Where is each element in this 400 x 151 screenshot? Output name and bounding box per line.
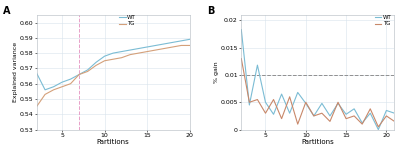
TG	[271, 99, 276, 100]
WT	[320, 103, 324, 104]
TG	[128, 54, 132, 56]
WT	[239, 29, 244, 31]
TG	[77, 74, 82, 75]
TG	[384, 115, 389, 117]
Line: WT: WT	[241, 30, 394, 130]
TG	[279, 118, 284, 120]
Legend: WT, TG: WT, TG	[374, 15, 392, 26]
TG	[368, 108, 373, 110]
WT	[336, 103, 340, 104]
TG	[170, 46, 175, 48]
Text: B: B	[208, 6, 215, 16]
WT	[145, 46, 150, 48]
TG	[320, 112, 324, 114]
TG	[153, 49, 158, 51]
TG	[255, 99, 260, 100]
TG	[51, 89, 56, 91]
Legend: WT, TG: WT, TG	[119, 15, 136, 26]
WT	[344, 113, 348, 115]
WT	[376, 129, 381, 130]
TG	[312, 115, 316, 117]
TG	[119, 57, 124, 59]
TG	[295, 123, 300, 125]
WT	[179, 40, 184, 42]
TG	[94, 64, 98, 66]
WT	[255, 64, 260, 66]
TG	[352, 115, 356, 117]
WT	[271, 113, 276, 115]
WT	[102, 55, 107, 57]
Y-axis label: Explained variance: Explained variance	[13, 42, 18, 102]
TG	[336, 101, 340, 103]
WT	[303, 103, 308, 104]
TG	[247, 101, 252, 103]
WT	[392, 112, 397, 114]
TG	[145, 51, 150, 53]
X-axis label: Partitions: Partitions	[97, 139, 130, 145]
WT	[128, 49, 132, 51]
TG	[303, 101, 308, 103]
TG	[392, 120, 397, 122]
WT	[111, 52, 116, 54]
TG	[111, 58, 116, 60]
WT	[187, 38, 192, 40]
WT	[43, 89, 48, 91]
TG	[34, 106, 39, 108]
WT	[94, 61, 98, 63]
WT	[136, 48, 141, 49]
TG	[43, 93, 48, 95]
WT	[34, 72, 39, 74]
TG	[344, 118, 348, 120]
TG	[60, 86, 64, 88]
Line: TG: TG	[36, 45, 190, 107]
WT	[360, 122, 365, 124]
WT	[68, 78, 73, 80]
Y-axis label: % gain: % gain	[214, 61, 219, 83]
TG	[179, 45, 184, 46]
TG	[263, 112, 268, 114]
WT	[352, 108, 356, 110]
Line: TG: TG	[241, 59, 394, 127]
TG	[102, 60, 107, 62]
WT	[170, 42, 175, 43]
TG	[187, 45, 192, 46]
WT	[60, 81, 64, 83]
WT	[384, 110, 389, 111]
TG	[162, 48, 166, 49]
TG	[85, 71, 90, 72]
WT	[312, 115, 316, 117]
WT	[263, 101, 268, 103]
WT	[328, 115, 332, 117]
TG	[376, 126, 381, 128]
WT	[77, 74, 82, 75]
WT	[368, 112, 373, 114]
TG	[287, 96, 292, 98]
Line: WT: WT	[36, 39, 190, 90]
WT	[153, 45, 158, 46]
WT	[51, 86, 56, 88]
TG	[360, 123, 365, 125]
WT	[162, 43, 166, 45]
TG	[239, 58, 244, 59]
WT	[295, 92, 300, 93]
X-axis label: Partitions: Partitions	[302, 139, 334, 145]
WT	[247, 104, 252, 106]
TG	[328, 120, 332, 122]
WT	[119, 51, 124, 53]
WT	[279, 93, 284, 95]
WT	[287, 112, 292, 114]
TG	[136, 52, 141, 54]
TG	[68, 83, 73, 85]
Text: A: A	[3, 6, 10, 16]
WT	[85, 69, 90, 71]
